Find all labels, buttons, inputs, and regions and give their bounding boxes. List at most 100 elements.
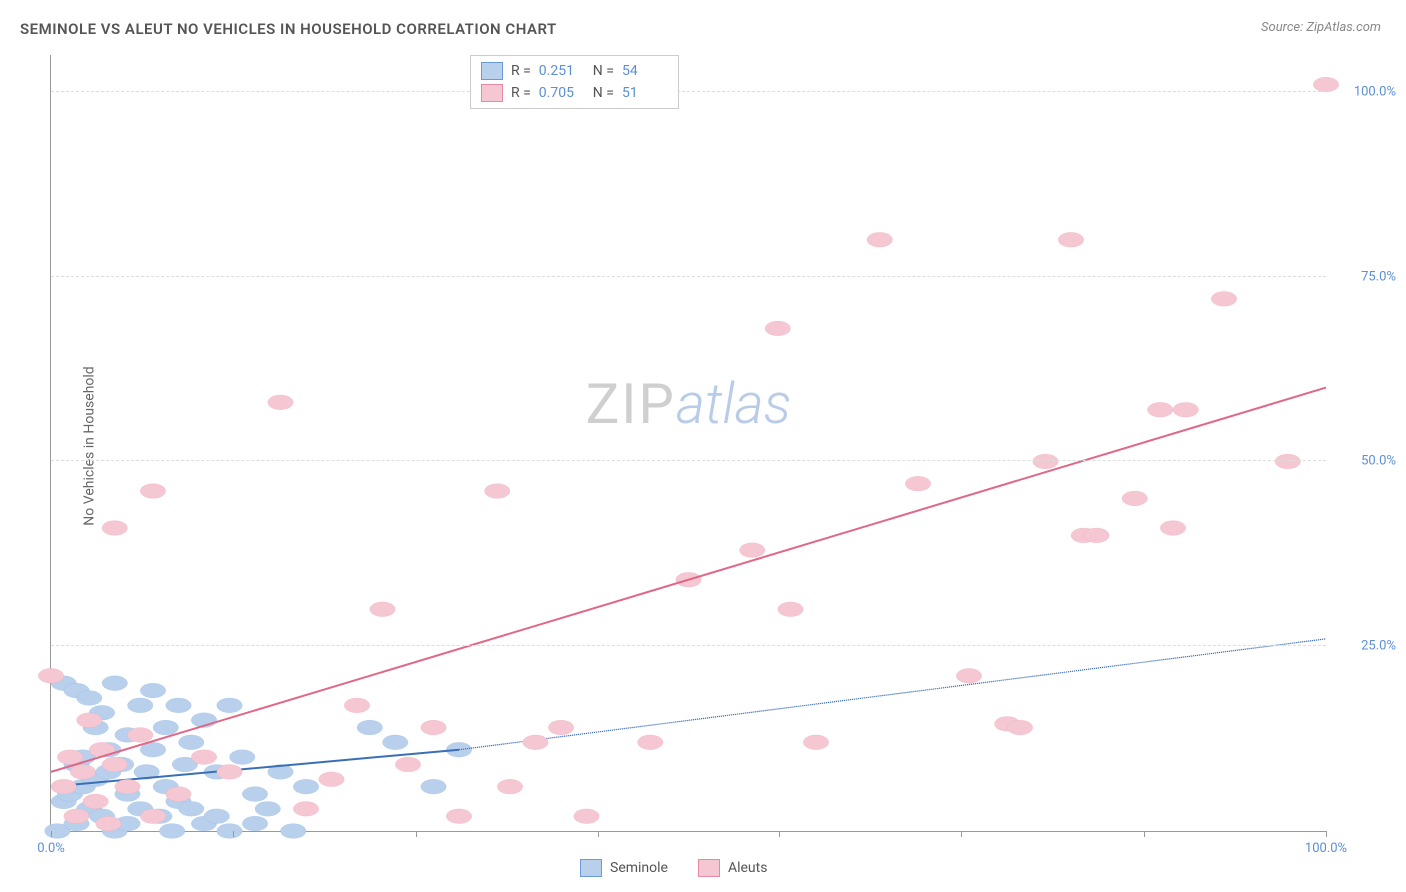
data-point	[421, 779, 447, 794]
data-point	[77, 691, 103, 706]
legend-item-seminole: Seminole	[580, 859, 668, 877]
regression-line	[51, 388, 1326, 772]
data-point	[740, 543, 766, 558]
data-point	[242, 787, 268, 802]
data-point	[1173, 402, 1199, 417]
data-point	[1084, 528, 1110, 543]
r-label: R =	[511, 63, 531, 79]
y-tick-label: 25.0%	[1361, 639, 1396, 654]
n-value-seminole: 54	[622, 63, 668, 79]
scatter-plot-svg	[51, 55, 1326, 831]
data-point	[497, 779, 523, 794]
data-point	[255, 801, 281, 816]
data-point	[38, 668, 64, 683]
data-point	[574, 809, 600, 824]
swatch-aleuts	[698, 859, 720, 877]
data-point	[1007, 720, 1033, 735]
data-point	[319, 772, 345, 787]
x-tick	[416, 831, 417, 837]
data-point	[77, 713, 103, 728]
legend-row-aleuts: R = 0.705 N = 51	[481, 82, 668, 104]
legend-item-aleuts: Aleuts	[698, 859, 767, 877]
data-point	[281, 824, 307, 839]
data-point	[1058, 232, 1084, 247]
x-tick	[779, 831, 780, 837]
data-point	[638, 735, 664, 750]
data-point	[803, 735, 829, 750]
y-tick-label: 75.0%	[1361, 269, 1396, 284]
data-point	[102, 521, 128, 536]
data-point	[765, 321, 791, 336]
data-point	[1148, 402, 1174, 417]
data-point	[217, 764, 243, 779]
data-point	[96, 816, 122, 831]
data-point	[230, 750, 256, 765]
data-point	[140, 484, 166, 499]
data-point	[115, 779, 141, 794]
data-point	[102, 676, 128, 691]
data-point	[166, 698, 192, 713]
chart-plot-area: ZIPatlas 25.0%50.0%75.0%100.0%0.0%100.0%	[50, 55, 1326, 832]
data-point	[70, 764, 96, 779]
r-label: R =	[511, 85, 531, 101]
data-point	[1160, 521, 1186, 536]
data-point	[83, 794, 109, 809]
legend-label-seminole: Seminole	[610, 860, 668, 876]
swatch-aleuts	[481, 84, 503, 102]
x-tick-label-start: 0.0%	[37, 841, 65, 856]
data-point	[179, 735, 205, 750]
data-point	[64, 809, 90, 824]
x-tick	[233, 831, 234, 837]
data-point	[140, 683, 166, 698]
data-point	[548, 720, 574, 735]
y-tick-label: 100.0%	[1354, 84, 1396, 99]
data-point	[153, 720, 179, 735]
data-point	[293, 779, 319, 794]
swatch-seminole	[580, 859, 602, 877]
regression-line-dashed	[459, 639, 1326, 750]
data-point	[140, 809, 166, 824]
data-point	[370, 602, 396, 617]
gridline	[51, 91, 1326, 92]
r-value-aleuts: 0.705	[539, 85, 585, 101]
x-tick	[1326, 831, 1327, 837]
data-point	[778, 602, 804, 617]
data-point	[51, 779, 77, 794]
legend-row-seminole: R = 0.251 N = 54	[481, 60, 668, 82]
data-point	[523, 735, 549, 750]
data-point	[446, 809, 472, 824]
data-point	[166, 787, 192, 802]
data-point	[128, 728, 154, 743]
data-point	[293, 801, 319, 816]
r-value-seminole: 0.251	[539, 63, 585, 79]
n-value-aleuts: 51	[622, 85, 668, 101]
data-point	[102, 757, 128, 772]
data-point	[956, 668, 982, 683]
swatch-seminole	[481, 62, 503, 80]
data-point	[179, 801, 205, 816]
data-point	[344, 698, 370, 713]
data-point	[217, 698, 243, 713]
x-tick	[598, 831, 599, 837]
data-point	[57, 750, 83, 765]
data-point	[485, 484, 511, 499]
data-point	[867, 232, 893, 247]
n-label: N =	[593, 63, 614, 79]
source-attribution: Source: ZipAtlas.com	[1261, 20, 1381, 35]
y-tick-label: 50.0%	[1361, 454, 1396, 469]
data-point	[1313, 77, 1339, 92]
data-point	[217, 824, 243, 839]
data-point	[204, 809, 230, 824]
data-point	[357, 720, 383, 735]
data-point	[905, 476, 931, 491]
data-point	[1122, 491, 1148, 506]
data-point	[89, 742, 115, 757]
x-tick	[1144, 831, 1145, 837]
x-tick	[961, 831, 962, 837]
gridline	[51, 645, 1326, 646]
data-point	[191, 750, 217, 765]
data-point	[395, 757, 421, 772]
n-label: N =	[593, 85, 614, 101]
data-point	[242, 816, 268, 831]
gridline	[51, 276, 1326, 277]
